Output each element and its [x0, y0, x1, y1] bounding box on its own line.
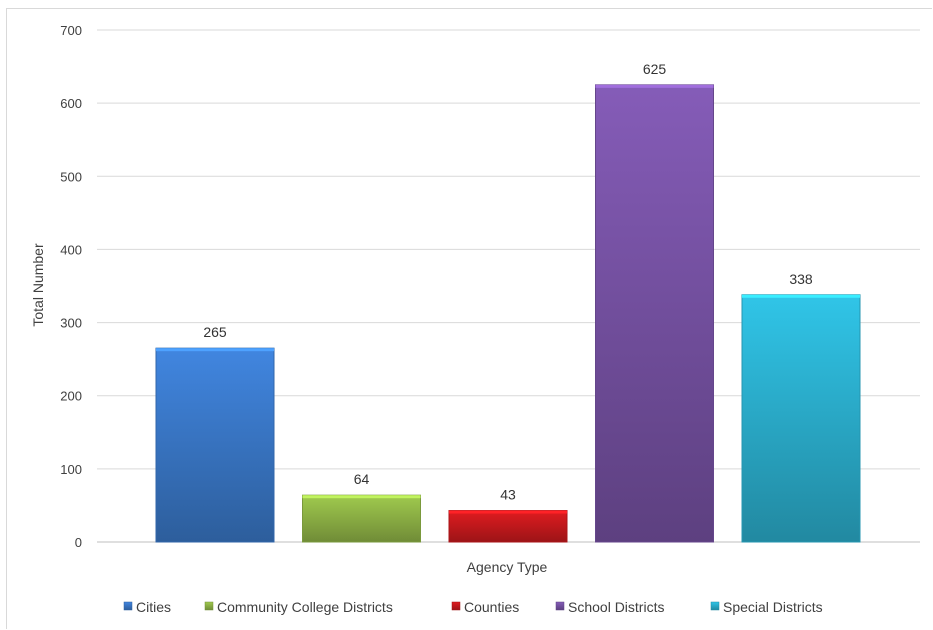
- legend-item: Community College Districts: [204, 599, 393, 615]
- y-tick-label: 300: [60, 316, 82, 331]
- data-label: 43: [500, 487, 516, 503]
- y-tick-label: 500: [60, 169, 82, 184]
- legend-swatch: [451, 601, 461, 611]
- bar-counties: [448, 510, 568, 543]
- bar-school-districts: [595, 84, 714, 543]
- legend-swatch: [204, 601, 214, 611]
- legend-item: Special Districts: [710, 599, 823, 615]
- bar-special-districts: [741, 294, 861, 543]
- legend-item: Cities: [123, 599, 171, 615]
- legend-label: Special Districts: [723, 599, 823, 615]
- bar-highlight: [595, 84, 714, 88]
- legend-label: Cities: [136, 599, 171, 615]
- bar-community-college-districts: [302, 494, 421, 543]
- legend-swatch: [555, 601, 565, 611]
- legend-label: Community College Districts: [217, 599, 393, 615]
- legend-item: Counties: [451, 599, 519, 615]
- data-label: 64: [354, 471, 370, 487]
- y-tick-label: 100: [60, 462, 82, 477]
- data-label: 338: [789, 271, 813, 287]
- legend-swatch: [123, 601, 133, 611]
- bar-highlight: [156, 348, 274, 352]
- bar-cities: [155, 347, 275, 543]
- legend-item: School Districts: [555, 599, 664, 615]
- data-label: 265: [203, 324, 227, 340]
- bar-highlight: [742, 294, 860, 298]
- y-tick-label: 400: [60, 242, 82, 257]
- y-tick-label: 600: [60, 96, 82, 111]
- data-labels: 265 64 43 625 338: [203, 61, 813, 503]
- x-axis-title: Agency Type: [467, 559, 548, 575]
- chart-frame: [6, 8, 932, 629]
- legend-label: School Districts: [568, 599, 664, 615]
- y-axis-title: Total Number: [30, 243, 46, 327]
- legend-label: Counties: [464, 599, 519, 615]
- data-label: 625: [643, 61, 667, 77]
- legend-swatch: [710, 601, 720, 611]
- bar-highlight: [449, 510, 567, 514]
- legend: Cities Community College Districts Countie…: [123, 599, 823, 615]
- y-tick-label: 700: [60, 23, 82, 38]
- bar-highlight: [302, 495, 421, 499]
- y-tick-label: 200: [60, 389, 82, 404]
- y-tick-label: 0: [75, 535, 82, 550]
- bars: [155, 84, 861, 543]
- y-axis-ticks: 0 100 200 300 400 500 600 700: [60, 23, 82, 550]
